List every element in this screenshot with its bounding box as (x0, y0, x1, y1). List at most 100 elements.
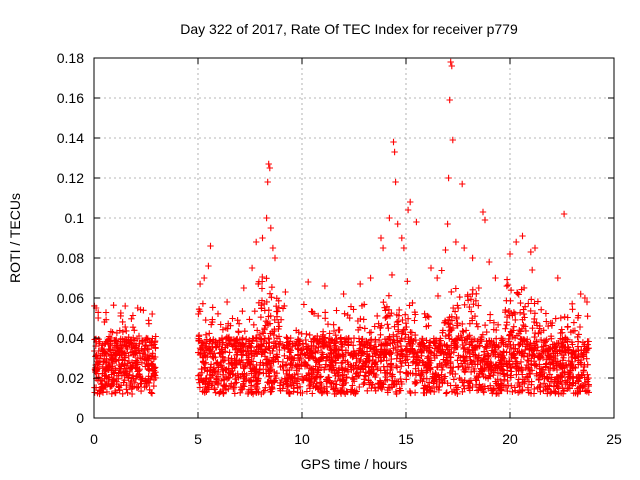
data-point (519, 371, 526, 378)
data-point (570, 390, 577, 397)
data-point (430, 339, 437, 347)
data-point (569, 306, 576, 313)
data-point (569, 300, 576, 307)
data-point (360, 316, 367, 323)
data-point (476, 342, 483, 349)
data-point (554, 383, 561, 390)
data-point (148, 338, 155, 345)
data-point (469, 342, 476, 349)
data-point (332, 385, 339, 392)
data-point (505, 338, 512, 345)
data-point (461, 336, 468, 344)
data-point (560, 339, 567, 346)
data-point (382, 307, 389, 314)
data-point (404, 370, 411, 377)
data-point (339, 347, 346, 354)
data-point (527, 248, 534, 256)
data-point (328, 359, 335, 366)
data-point (367, 342, 375, 349)
data-point (390, 138, 397, 146)
data-point (214, 373, 222, 380)
data-point (379, 244, 387, 252)
data-point (133, 349, 141, 356)
data-point (303, 330, 310, 338)
data-point (336, 326, 343, 334)
data-points (91, 58, 592, 398)
data-point (470, 365, 477, 373)
data-point (286, 366, 293, 374)
data-point (280, 366, 287, 374)
data-point (497, 380, 505, 387)
data-point (257, 314, 265, 321)
axis-ticks: 0 0.02 0.04 0.06 0.08 0.1 0.12 0.14 0.16 0.18 0 5 10… (57, 50, 622, 447)
data-point (467, 357, 474, 364)
data-point (437, 335, 444, 342)
data-point (102, 309, 110, 316)
data-point (546, 345, 553, 353)
data-point (283, 334, 290, 341)
data-point (500, 348, 507, 355)
data-point (377, 331, 384, 338)
data-point (207, 364, 214, 371)
data-point (459, 327, 466, 335)
data-point (372, 387, 379, 394)
data-point (356, 345, 363, 352)
data-point (453, 315, 460, 322)
data-point (522, 327, 530, 335)
data-point (544, 390, 551, 397)
data-point (460, 379, 468, 386)
data-point (314, 337, 321, 344)
data-point (348, 350, 356, 357)
data-point (554, 358, 561, 365)
data-point (94, 355, 102, 362)
data-point (510, 309, 518, 316)
data-point (452, 389, 459, 396)
data-point (500, 349, 508, 356)
data-point (219, 354, 227, 361)
data-point (543, 318, 550, 325)
data-point (330, 327, 338, 335)
data-point (255, 375, 262, 382)
data-point (329, 362, 336, 369)
data-point (561, 313, 568, 321)
data-point (253, 238, 260, 246)
data-point (339, 366, 346, 373)
data-point (134, 368, 141, 375)
data-point (202, 316, 209, 324)
data-point (411, 317, 418, 324)
data-point (222, 386, 230, 394)
data-point (147, 389, 155, 396)
data-point (510, 323, 517, 330)
data-point (412, 331, 419, 339)
data-point (411, 348, 418, 356)
data-point (436, 338, 443, 346)
data-point (451, 308, 459, 315)
data-point (529, 352, 536, 359)
data-point (568, 339, 576, 346)
data-point (93, 358, 100, 365)
data-point (124, 389, 131, 396)
data-point (521, 314, 528, 321)
data-point (525, 300, 532, 307)
data-point (581, 294, 589, 302)
data-point (360, 360, 367, 367)
data-point (494, 369, 502, 377)
data-point (515, 389, 522, 396)
data-point (475, 284, 482, 292)
data-point (514, 379, 522, 387)
data-point (580, 382, 587, 390)
data-point (430, 350, 438, 358)
data-point (403, 376, 410, 383)
data-point (273, 303, 280, 310)
data-point (490, 372, 497, 379)
data-point (504, 387, 511, 395)
data-point (466, 353, 473, 360)
data-point (152, 345, 159, 352)
data-point (250, 335, 257, 342)
data-point (246, 316, 253, 323)
data-point (396, 306, 403, 314)
data-point (293, 338, 300, 345)
data-point (210, 336, 217, 343)
x-tick-label: 20 (502, 431, 518, 447)
data-point (355, 326, 362, 334)
